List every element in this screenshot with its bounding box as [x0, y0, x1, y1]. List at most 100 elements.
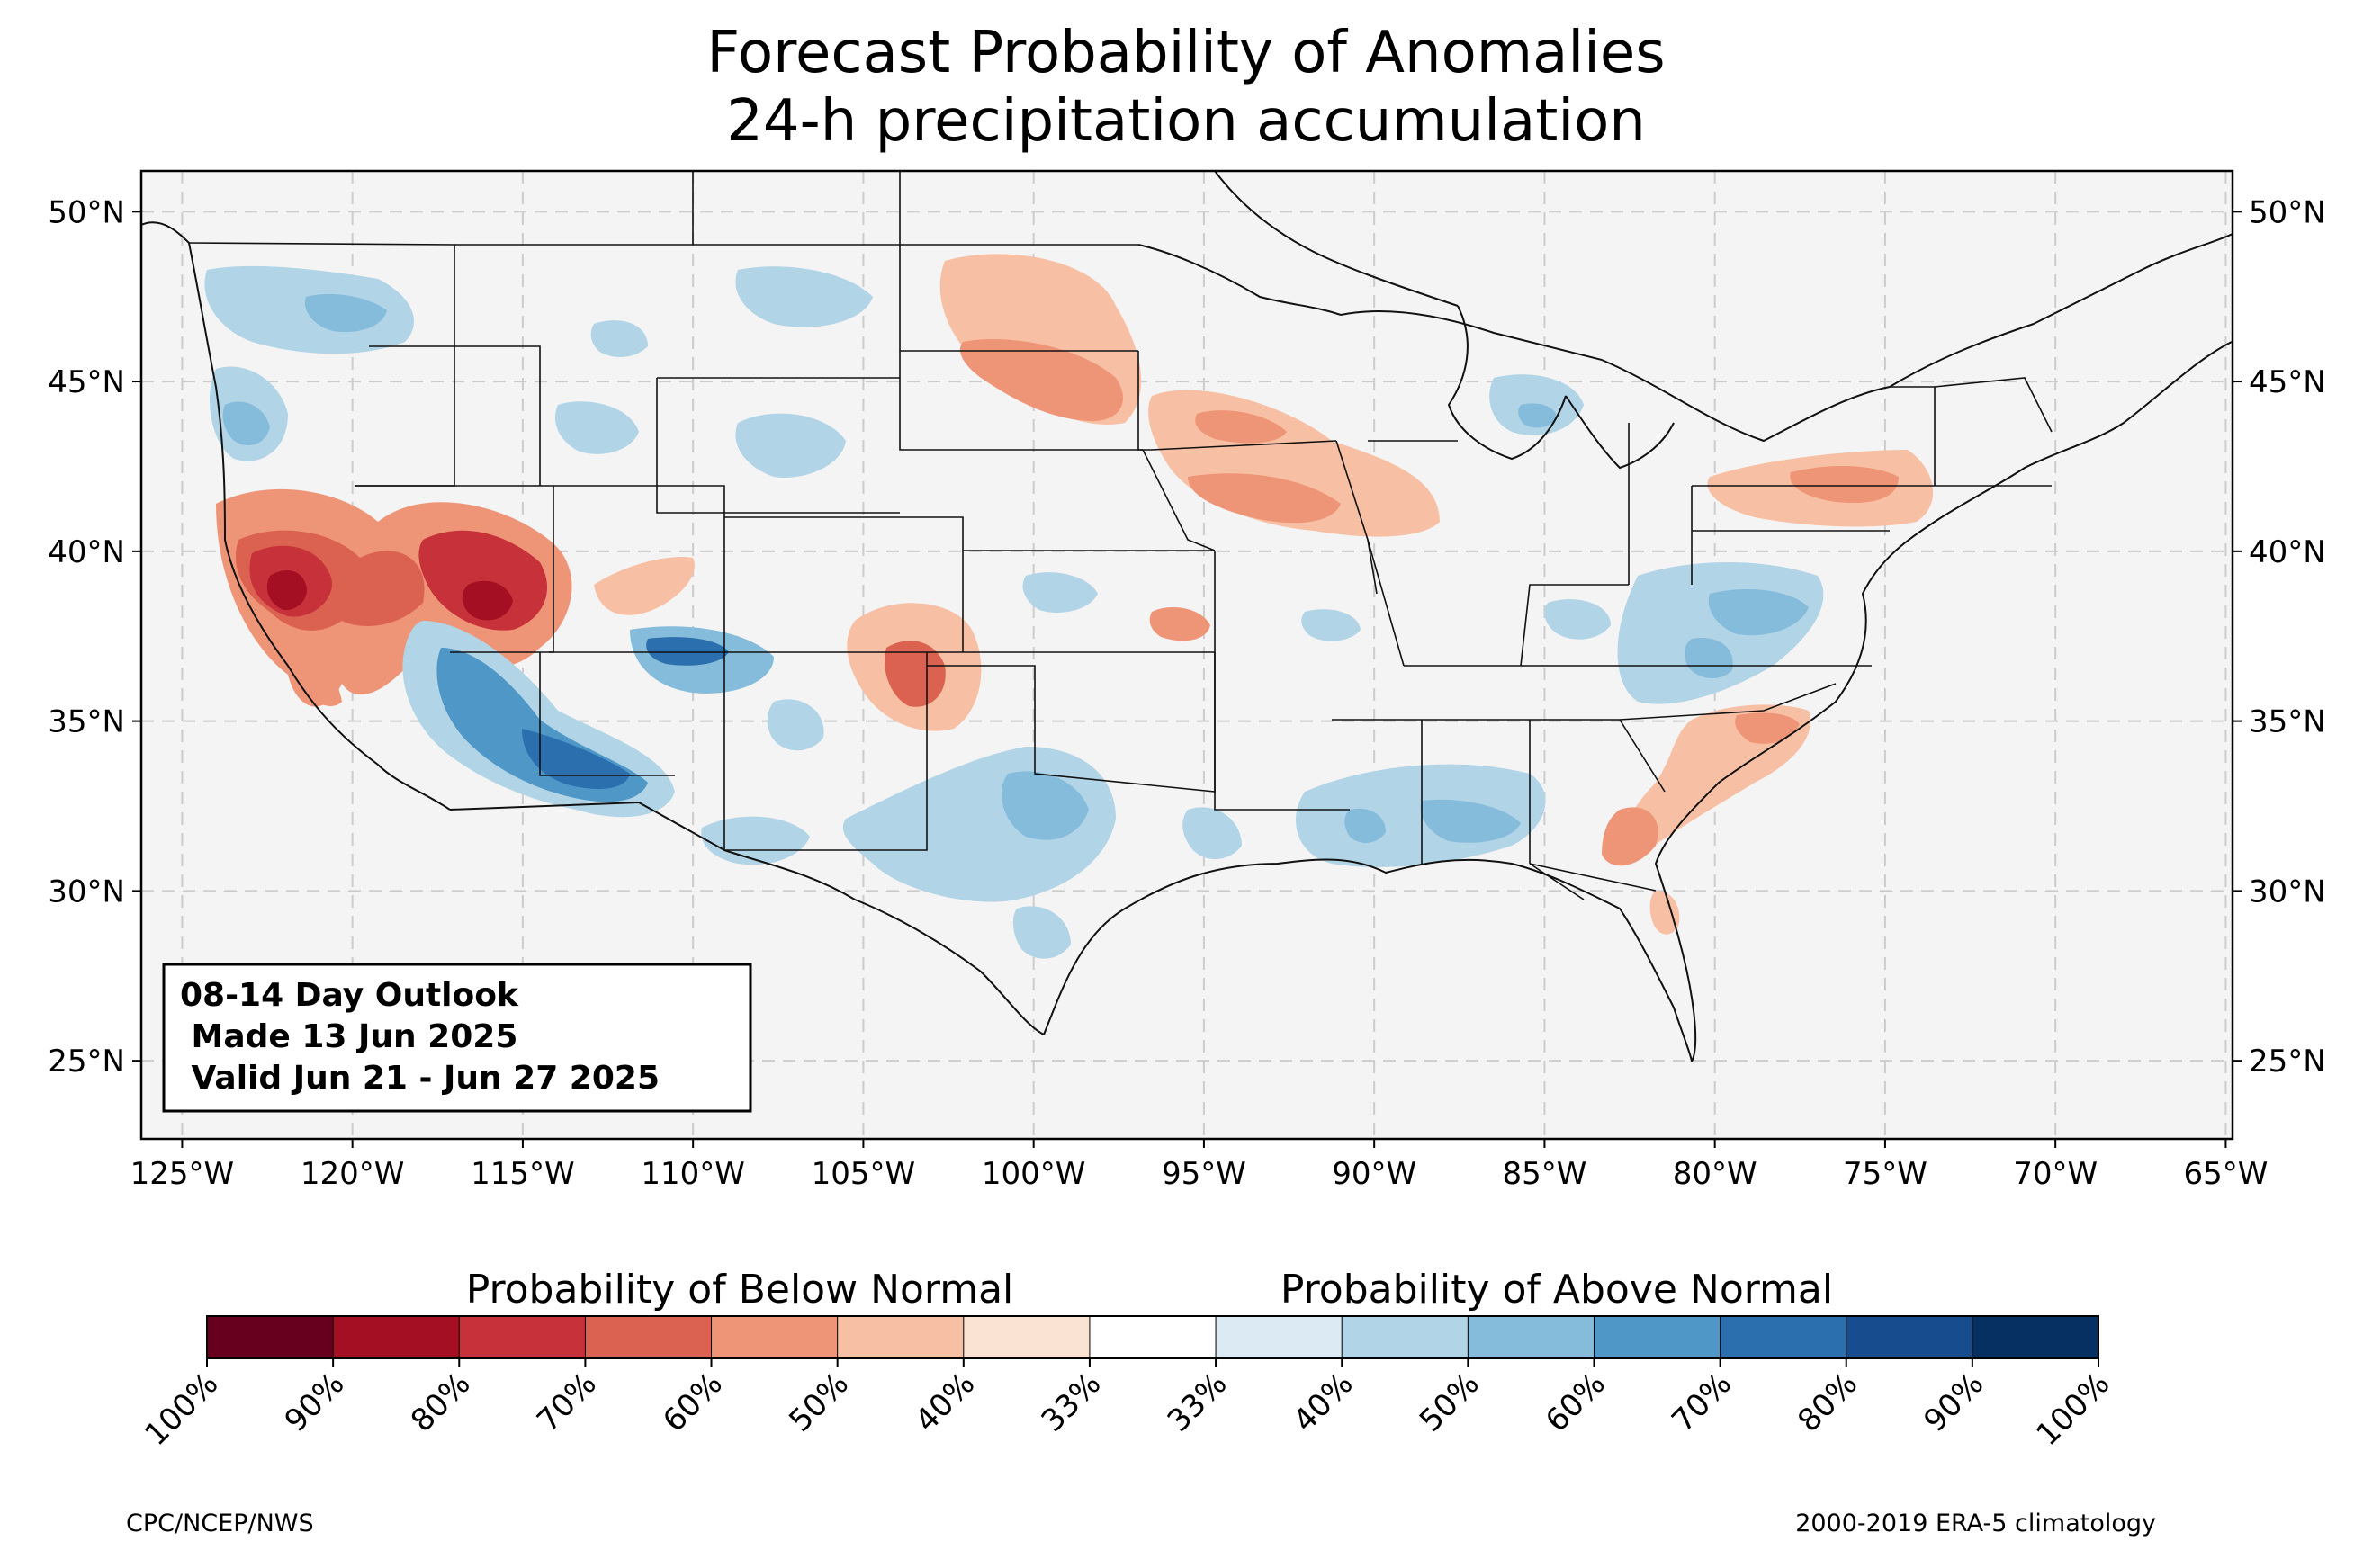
dry-area-florida [1649, 891, 1680, 935]
colorbar-cell [584, 1315, 713, 1359]
wet-area-oregon-core [222, 401, 270, 445]
colorbar-cell [1720, 1315, 1847, 1359]
dry-area-california-max [266, 570, 307, 611]
colorbar-cell [1972, 1315, 2100, 1359]
lat-label-right: 30°N [2249, 874, 2326, 909]
lat-label-right: 45°N [2249, 364, 2326, 400]
lat-label-left: 45°N [48, 364, 125, 400]
state-borders [188, 171, 2053, 900]
dry-area-nevada-max [462, 580, 513, 621]
lon-label: 80°W [1673, 1156, 1757, 1192]
wet-area-new-mexico [701, 816, 810, 865]
lon-label: 125°W [130, 1156, 235, 1192]
dry-area-nevada-core [418, 530, 548, 631]
wet-area-montana [735, 266, 873, 327]
wet-area-pacific-northwest-core [304, 293, 387, 333]
colorbar-above-label: Probability of Above Normal [1280, 1267, 1833, 1313]
colorbar: Probability of Below Normal Probability … [138, 1267, 2116, 1453]
info-box-line2: Made 13 Jun 2025 [180, 1018, 517, 1055]
colorbar-tick-label: 100% [2029, 1366, 2116, 1453]
lat-label-left: 25°N [48, 1044, 125, 1080]
below-normal-areas [216, 254, 1934, 935]
colorbar-cell [1089, 1315, 1217, 1359]
colorbar-cell [332, 1315, 461, 1359]
lat-label-left: 50°N [48, 194, 125, 230]
chart-title-line1: Forecast Probability of Anomalies [706, 20, 1666, 86]
colorbar-tick-label: 70% [1665, 1366, 1739, 1439]
colorbar-tick-label: 80% [1791, 1366, 1864, 1439]
dry-area-pennsylvania-core [1790, 466, 1899, 504]
wet-area-south-texas [1012, 906, 1071, 959]
dry-area-georgia-florida [1602, 807, 1658, 866]
lat-label-right: 25°N [2249, 1044, 2326, 1080]
colorbar-tick-label: 90% [278, 1366, 352, 1439]
lon-label: 65°W [2183, 1156, 2268, 1192]
colorbar-cell [837, 1315, 965, 1359]
wet-area-kansas [1022, 572, 1098, 613]
colorbar-tick-label: 80% [404, 1366, 478, 1439]
lon-label: 110°W [641, 1156, 745, 1192]
dry-area-carolinas-core [1735, 712, 1800, 744]
colorbar-tick-label: 90% [1918, 1366, 1991, 1439]
colorbar-tick-label: 33% [1161, 1366, 1235, 1439]
wet-area-arizona-max [522, 729, 630, 789]
credit-agency: CPC/NCEP/NWS [126, 1510, 314, 1537]
lat-label-right: 50°N [2249, 194, 2326, 230]
colorbar-cell [1341, 1315, 1469, 1359]
colorbar-tick-label: 50% [782, 1366, 856, 1439]
colorbar-cell [711, 1315, 839, 1359]
colorbar-tick-label: 70% [530, 1366, 604, 1439]
lat-label-right: 40°N [2249, 534, 2326, 570]
dry-area-socal-strip [295, 648, 342, 706]
lat-label-left: 30°N [48, 874, 125, 909]
wet-area-virginia [1685, 638, 1733, 679]
wet-area-idaho [554, 401, 639, 454]
lon-label: 120°W [301, 1156, 405, 1192]
lon-label: 100°W [982, 1156, 1086, 1192]
dry-area-colorado [594, 557, 695, 615]
colorbar-tick-label: 100% [138, 1366, 225, 1453]
coastlines [141, 171, 2233, 1062]
dry-area-dakotas-core [959, 338, 1124, 422]
info-box-line3: Valid Jun 21 - Jun 27 2025 [180, 1060, 660, 1097]
colorbar-cell [1593, 1315, 1721, 1359]
wet-area-nm-arizona-border [767, 699, 824, 751]
dry-area-kansas [1149, 607, 1210, 641]
lon-label: 95°W [1162, 1156, 1246, 1192]
colorbar-tick-label: 40% [1287, 1366, 1361, 1439]
colorbar-tick-label: 40% [908, 1366, 982, 1439]
wet-area-wyoming [735, 413, 846, 478]
lat-label-left: 40°N [48, 534, 125, 570]
wet-area-idaho-north [590, 320, 648, 357]
wet-area-mid-atlantic-core [1708, 589, 1809, 636]
colorbar-tick-label: 33% [1035, 1366, 1109, 1439]
lat-label-left: 35°N [48, 704, 125, 740]
wet-area-oklahoma [1301, 609, 1361, 641]
chart-title-line2: 24-h precipitation accumulation [726, 88, 1646, 155]
lon-label: 85°W [1502, 1156, 1586, 1192]
wet-area-gulf-coast-core [1420, 799, 1521, 843]
dry-area-nebraska [1195, 410, 1287, 444]
wet-area-four-corners-core [646, 637, 729, 666]
wet-area-texas-core [1001, 771, 1089, 840]
lon-label: 90°W [1332, 1156, 1416, 1192]
lon-label: 70°W [2013, 1156, 2098, 1192]
axis-ticks: 50°N 50°N 45°N 45°N 40°N 40°N 35°N 35°N 30°N 30°N… [48, 194, 2325, 1192]
colorbar-below-label: Probability of Below Normal [466, 1267, 1014, 1313]
wet-area-mississippi [1344, 808, 1386, 843]
colorbar-tick-label: 60% [656, 1366, 730, 1439]
colorbar-cell [1467, 1315, 1595, 1359]
wet-area-michigan-core [1518, 403, 1557, 428]
colorbar-cell [1846, 1315, 1973, 1359]
credit-climatology: 2000-2019 ERA-5 climatology [1795, 1510, 2156, 1537]
info-box: 08-14 Day Outlook Made 13 Jun 2025 Valid… [162, 963, 752, 1113]
info-box-line1: 08-14 Day Outlook [180, 977, 519, 1014]
lon-label: 115°W [471, 1156, 575, 1192]
colorbar-tick-label: 60% [1539, 1366, 1613, 1439]
colorbar-cell [458, 1315, 587, 1359]
above-normal-areas [204, 265, 1824, 959]
colorbar-frame [206, 1315, 2099, 1359]
lon-label: 105°W [812, 1156, 916, 1192]
colorbar-cell [1215, 1315, 1343, 1359]
